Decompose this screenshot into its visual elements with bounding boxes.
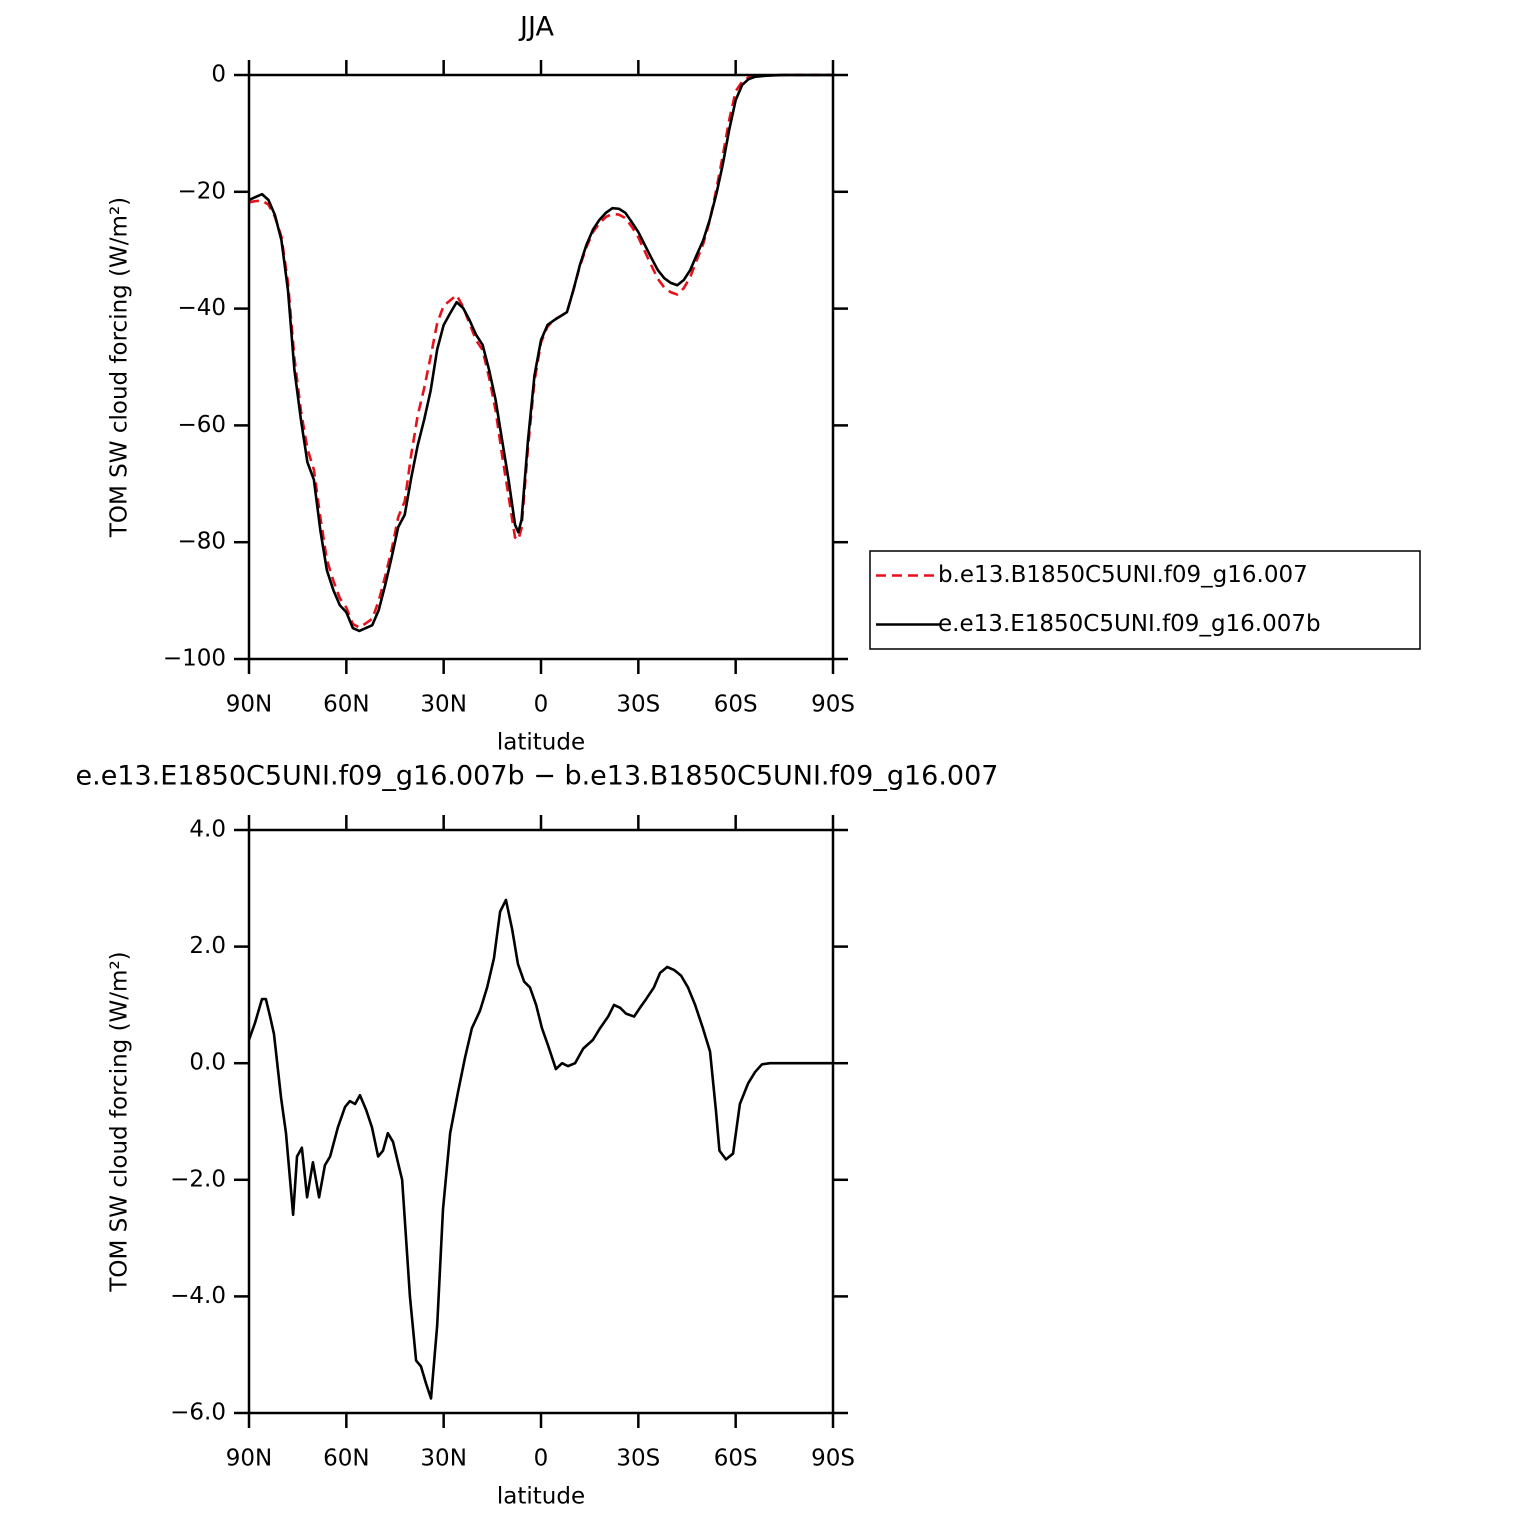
- x-tick-label: 60S: [714, 692, 758, 718]
- x-tick-label: 90N: [226, 692, 272, 718]
- x-tick-label: 0: [534, 1446, 549, 1472]
- x-tick-label: 90S: [811, 692, 855, 718]
- x-axis-label: latitude: [497, 1484, 585, 1510]
- y-tick-label: −4.0: [170, 1283, 226, 1309]
- y-tick-label: −6.0: [170, 1400, 226, 1426]
- y-tick-label: −80: [177, 529, 226, 555]
- x-tick-label: 90S: [811, 1446, 855, 1472]
- x-tick-label: 30N: [420, 1446, 466, 1472]
- x-tick-label: 60S: [714, 1446, 758, 1472]
- y-axis-label: TOM SW cloud forcing (W/m²): [107, 197, 133, 538]
- y-tick-label: −2.0: [170, 1166, 226, 1192]
- x-tick-label: 0: [534, 692, 549, 718]
- x-tick-label: 60N: [323, 1446, 369, 1472]
- y-tick-label: 2.0: [189, 933, 226, 959]
- y-tick-label: 4.0: [189, 817, 226, 843]
- chart-title: JJA: [518, 12, 554, 43]
- y-tick-label: 0: [211, 62, 226, 88]
- legend-label: e.e13.E1850C5UNI.f09_g16.007b: [938, 611, 1321, 637]
- x-tick-label: 30S: [616, 1446, 660, 1472]
- x-tick-label: 30S: [616, 692, 660, 718]
- x-tick-label: 30N: [420, 692, 466, 718]
- legend-box: [869, 550, 1421, 650]
- plot-frame: [247, 73, 835, 661]
- y-tick-label: −20: [177, 178, 226, 204]
- series-line: [247, 898, 833, 1400]
- y-axis-label: TOM SW cloud forcing (W/m²): [107, 951, 133, 1292]
- series-line: [248, 73, 833, 633]
- x-tick-label: 90N: [226, 1446, 272, 1472]
- y-tick-label: −60: [177, 412, 226, 438]
- y-tick-label: −100: [163, 646, 226, 672]
- plot-frame: [247, 828, 835, 1415]
- legend-label: b.e13.B1850C5UNI.f09_g16.007: [938, 562, 1308, 588]
- x-axis-label: latitude: [497, 730, 585, 756]
- series-line: [248, 73, 833, 629]
- x-tick-label: 60N: [323, 692, 369, 718]
- y-tick-label: −40: [177, 295, 226, 321]
- y-tick-label: 0.0: [189, 1050, 226, 1076]
- chart-title: e.e13.E1850C5UNI.f09_g16.007b − b.e13.B1…: [76, 761, 999, 792]
